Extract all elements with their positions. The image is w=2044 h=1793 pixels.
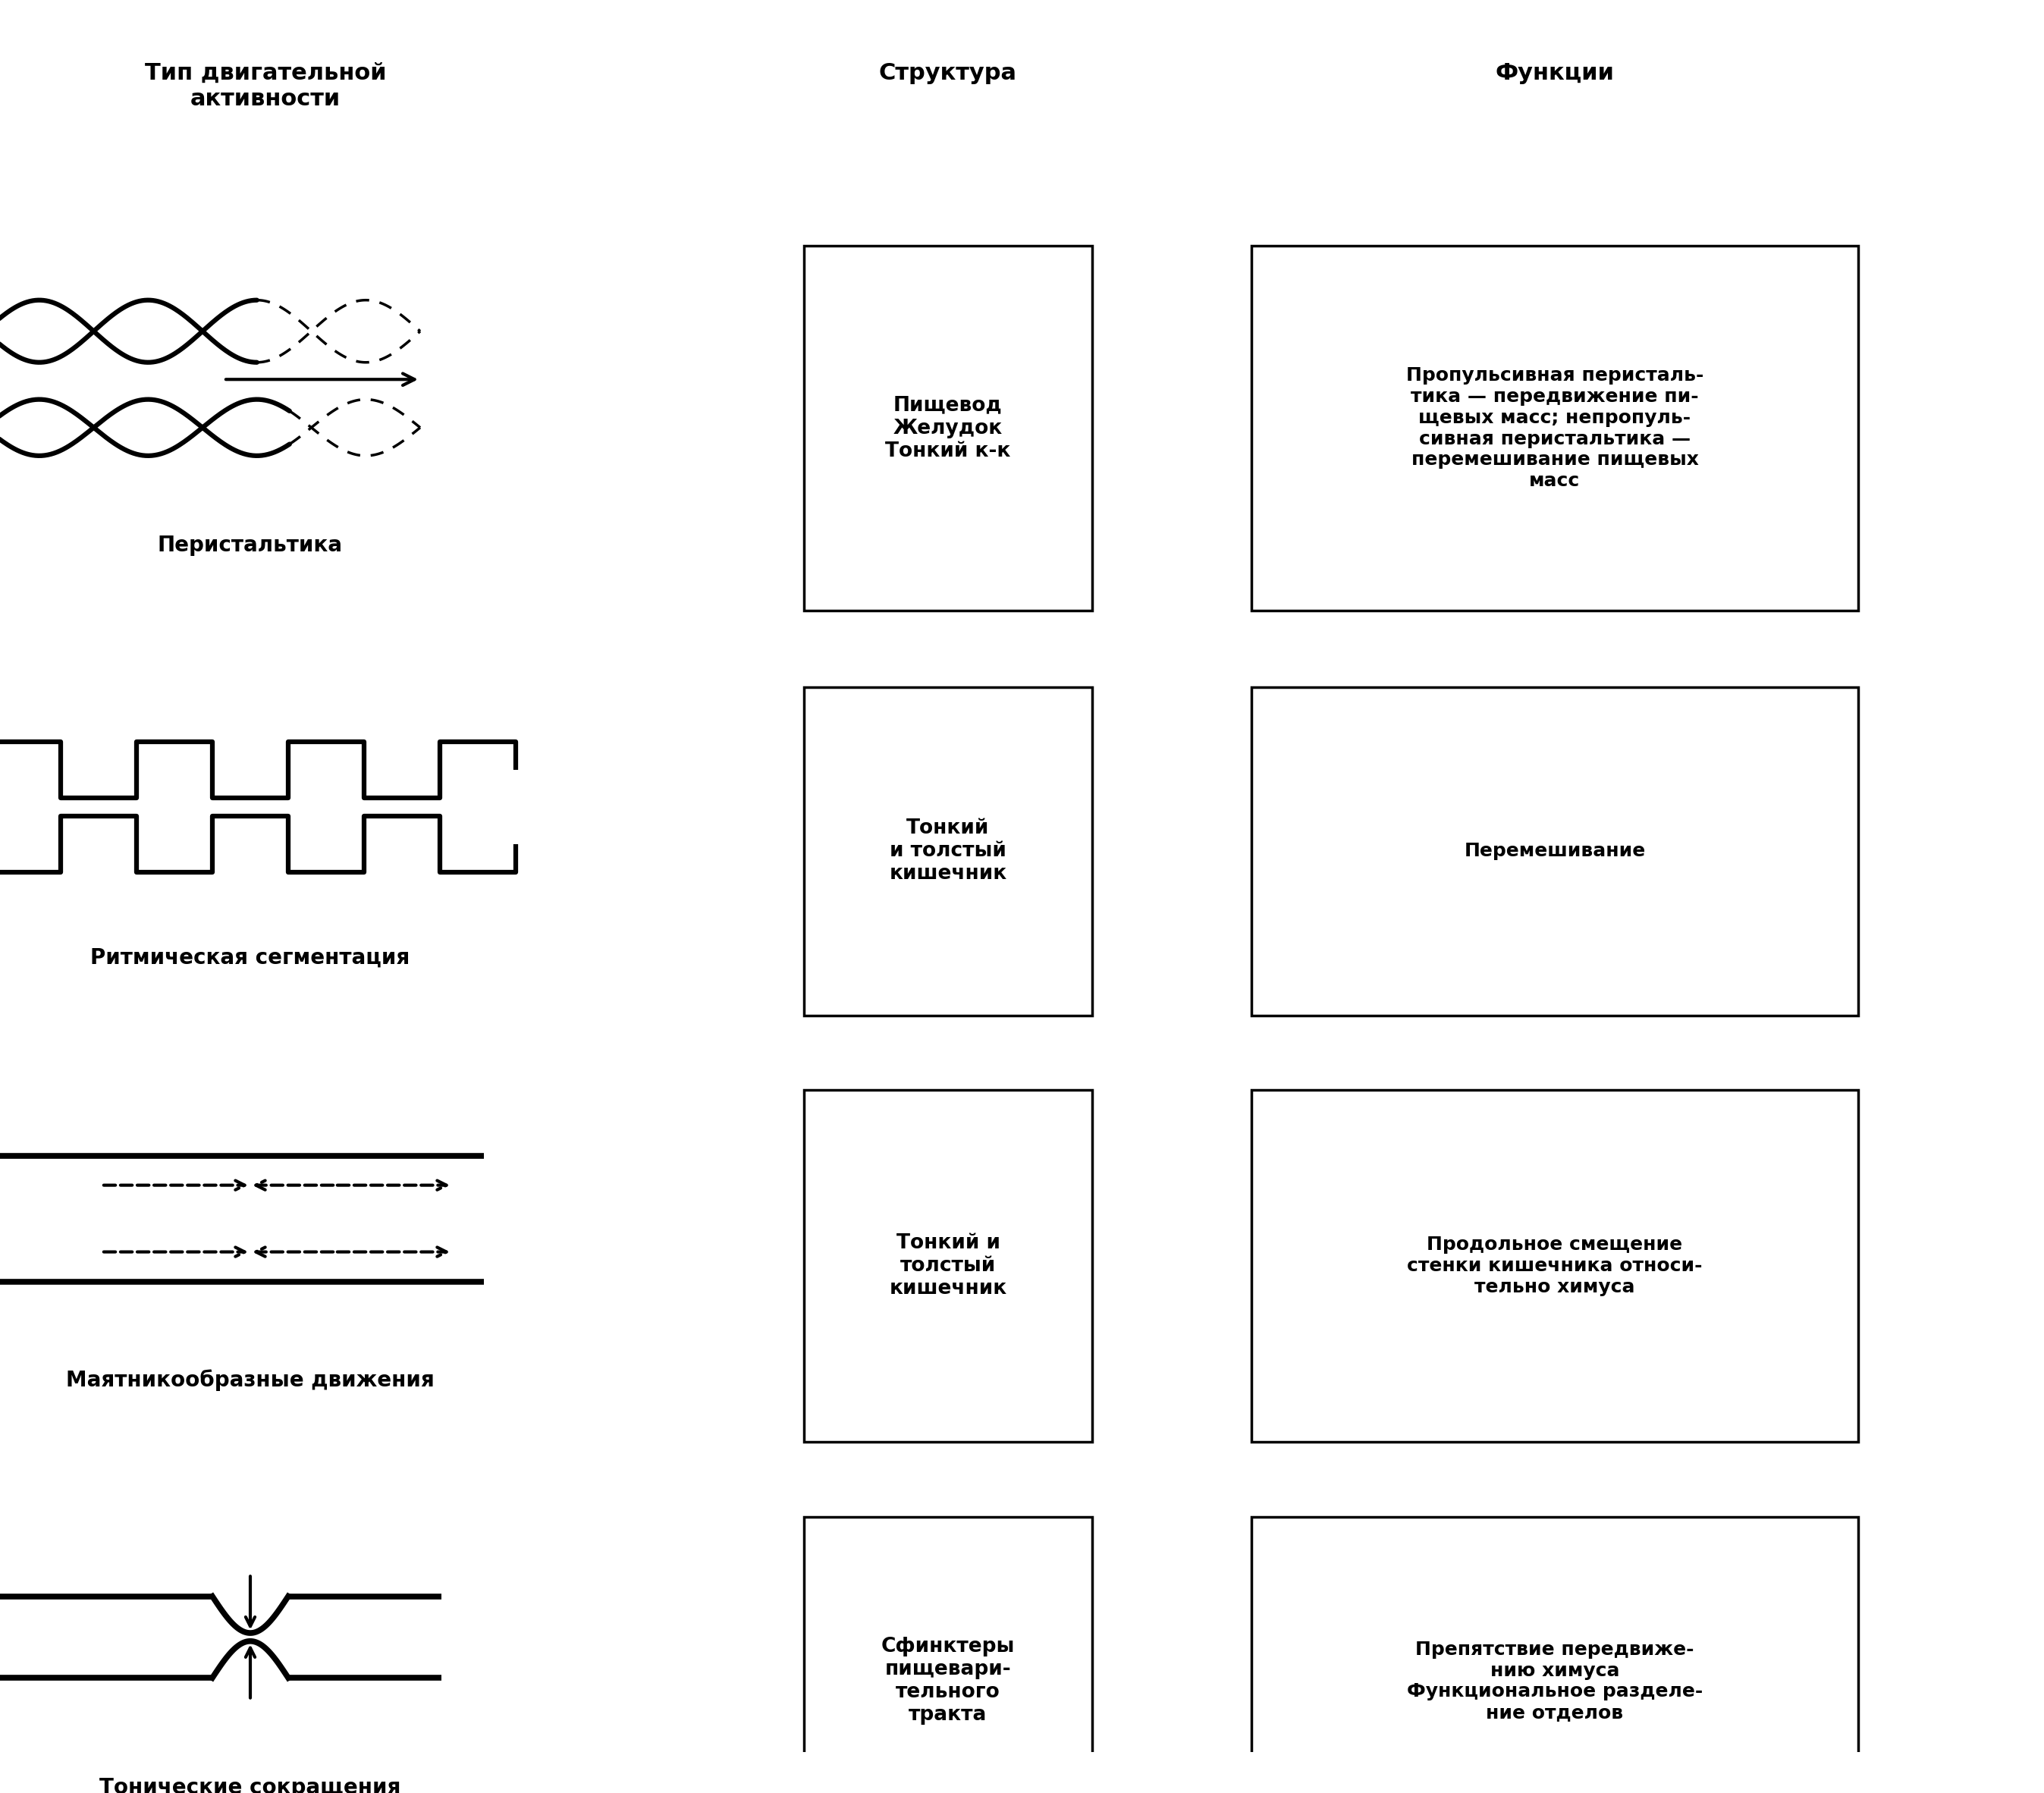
Text: Ритмическая сегментация: Ритмическая сегментация (90, 947, 411, 968)
Text: Тонические сокращения: Тонические сокращения (100, 1777, 401, 1793)
Text: Тонкий и
толстый
кишечник: Тонкий и толстый кишечник (889, 1234, 1008, 1298)
Text: Пропульсивная перисталь-
тика — передвижение пи-
щевых масс; непропуль-
сивная п: Пропульсивная перисталь- тика — передвиж… (1406, 366, 1703, 489)
Bar (803, 246, 1091, 611)
Text: Сфинктеры
пищевари-
тельного
тракта: Сфинктеры пищевари- тельного тракта (881, 1637, 1016, 1725)
Text: Перистальтика: Перистальтика (157, 534, 343, 556)
Bar (1251, 687, 1858, 1015)
Bar (1251, 246, 1858, 611)
Bar (803, 1090, 1091, 1442)
Bar (1251, 1090, 1858, 1442)
Text: Продольное смещение
стенки кишечника относи-
тельно химуса: Продольное смещение стенки кишечника отн… (1406, 1235, 1703, 1296)
Bar (803, 1517, 1091, 1793)
Text: Тонкий
и толстый
кишечник: Тонкий и толстый кишечник (889, 819, 1008, 884)
Text: Перемешивание: Перемешивание (1464, 843, 1645, 861)
Bar (1251, 1517, 1858, 1793)
Text: Маятникообразные движения: Маятникообразные движения (65, 1370, 435, 1391)
Bar (803, 687, 1091, 1015)
Text: Тип двигательной
активности: Тип двигательной активности (145, 63, 386, 109)
Text: Пищевод
Желудок
Тонкий к-к: Пищевод Желудок Тонкий к-к (885, 396, 1012, 461)
Text: Препятствие передвиже-
нию химуса
Функциональное разделе-
ние отделов: Препятствие передвиже- нию химуса Функци… (1406, 1641, 1703, 1721)
Text: Структура: Структура (879, 63, 1018, 84)
Text: Функции: Функции (1496, 63, 1615, 84)
